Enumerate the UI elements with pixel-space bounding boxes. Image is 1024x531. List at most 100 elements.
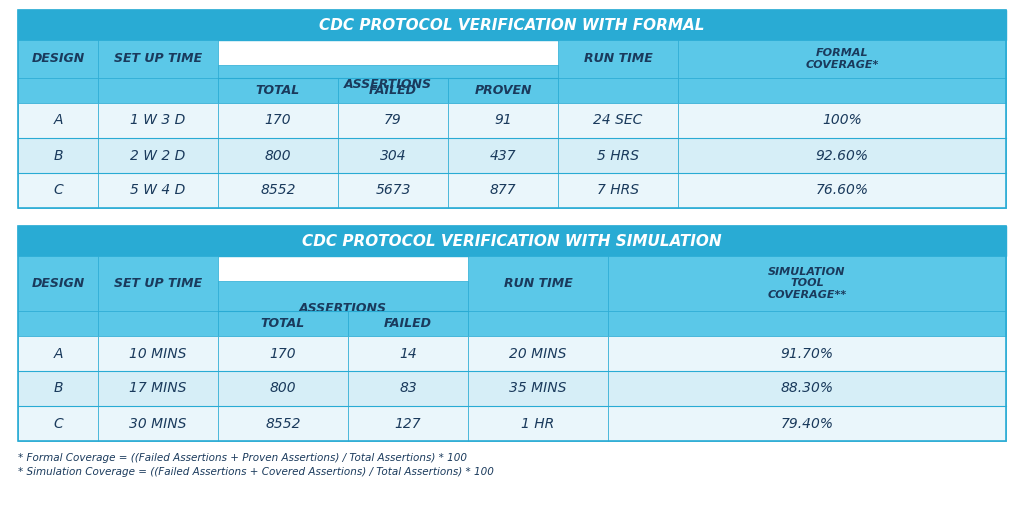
Bar [18,10,1006,208]
Text: 30 MINS: 30 MINS [129,416,186,431]
Bar [678,78,1006,103]
Text: 17 MINS: 17 MINS [129,381,186,396]
Text: ASSERTIONS: ASSERTIONS [299,302,387,315]
Bar [678,138,1006,173]
Bar [18,336,98,371]
Bar [468,371,608,406]
Bar [348,406,468,441]
Bar [558,40,678,78]
Text: 92.60%: 92.60% [815,149,868,162]
Text: 7 HRS: 7 HRS [597,184,639,198]
Bar [608,336,1006,371]
Text: 83: 83 [399,381,417,396]
Bar [18,10,1006,40]
Text: 24 SEC: 24 SEC [593,114,643,127]
Bar [558,103,678,138]
Bar [449,138,558,173]
Text: SIMULATION
TOOL
COVERAGE**: SIMULATION TOOL COVERAGE** [767,267,847,300]
Bar [678,173,1006,208]
Bar [558,78,678,103]
Text: RUN TIME: RUN TIME [504,277,572,290]
Bar [218,78,338,103]
Bar [338,138,449,173]
Text: 20 MINS: 20 MINS [509,347,566,361]
Bar [678,40,1006,78]
Bar [218,311,348,336]
Bar [608,371,1006,406]
Bar [18,78,98,103]
Bar [98,256,218,311]
Text: 91: 91 [495,114,512,127]
Bar [218,336,348,371]
Text: * Formal Coverage = ((Failed Assertions + Proven Assertions) / Total Assertions): * Formal Coverage = ((Failed Assertions … [18,453,467,463]
Bar [98,371,218,406]
Text: A: A [53,347,62,361]
Bar [218,173,338,208]
Text: * Simulation Coverage = ((Failed Assertions + Covered Assertions) / Total Assert: * Simulation Coverage = ((Failed Asserti… [18,467,494,477]
Bar [608,311,1006,336]
Bar [98,336,218,371]
Text: 170: 170 [264,114,291,127]
Bar [98,406,218,441]
Bar [218,138,338,173]
Bar [18,226,1006,256]
Bar [218,406,348,441]
Text: 8552: 8552 [265,416,301,431]
Bar [218,103,338,138]
Text: 14: 14 [399,347,417,361]
Bar [449,103,558,138]
Bar [338,78,449,103]
Bar [678,103,1006,138]
Bar [468,336,608,371]
Text: TOTAL: TOTAL [256,84,300,97]
Text: DESIGN: DESIGN [32,277,85,290]
Text: ASSERTIONS: ASSERTIONS [344,78,432,90]
Bar [18,103,98,138]
Text: 2 W 2 D: 2 W 2 D [130,149,185,162]
Text: 5673: 5673 [375,184,411,198]
Text: 91.70%: 91.70% [780,347,834,361]
Text: 127: 127 [394,416,421,431]
Bar [338,173,449,208]
Text: 5 W 4 D: 5 W 4 D [130,184,185,198]
Text: 100%: 100% [822,114,862,127]
Bar [468,256,608,311]
Bar [218,65,558,103]
Text: FAILED: FAILED [369,84,417,97]
Bar [98,40,218,78]
Bar [449,78,558,103]
Text: PROVEN: PROVEN [474,84,531,97]
Text: CDC PROTOCOL VERIFICATION WITH FORMAL: CDC PROTOCOL VERIFICATION WITH FORMAL [319,18,705,32]
Bar [468,311,608,336]
Text: 1 W 3 D: 1 W 3 D [130,114,185,127]
Text: 76.60%: 76.60% [815,184,868,198]
Bar [18,40,98,78]
Text: DESIGN: DESIGN [32,53,85,65]
Bar [449,173,558,208]
Bar [348,371,468,406]
Bar [18,256,98,311]
Text: 170: 170 [269,347,296,361]
Text: 8552: 8552 [260,184,296,198]
Bar [18,371,98,406]
Bar [98,103,218,138]
Text: FAILED: FAILED [384,317,432,330]
Bar [608,406,1006,441]
Text: CDC PROTOCOL VERIFICATION WITH SIMULATION: CDC PROTOCOL VERIFICATION WITH SIMULATIO… [302,234,722,249]
Bar [558,173,678,208]
Text: C: C [53,416,62,431]
Bar [608,256,1006,311]
Bar [18,311,98,336]
Bar [18,138,98,173]
Text: SET UP TIME: SET UP TIME [114,277,202,290]
Text: 79.40%: 79.40% [780,416,834,431]
Text: 5 HRS: 5 HRS [597,149,639,162]
Text: 10 MINS: 10 MINS [129,347,186,361]
Bar [558,138,678,173]
Bar [98,78,218,103]
Bar [18,226,1006,441]
Text: 79: 79 [384,114,401,127]
Text: 800: 800 [264,149,291,162]
Bar [218,371,348,406]
Bar [98,138,218,173]
